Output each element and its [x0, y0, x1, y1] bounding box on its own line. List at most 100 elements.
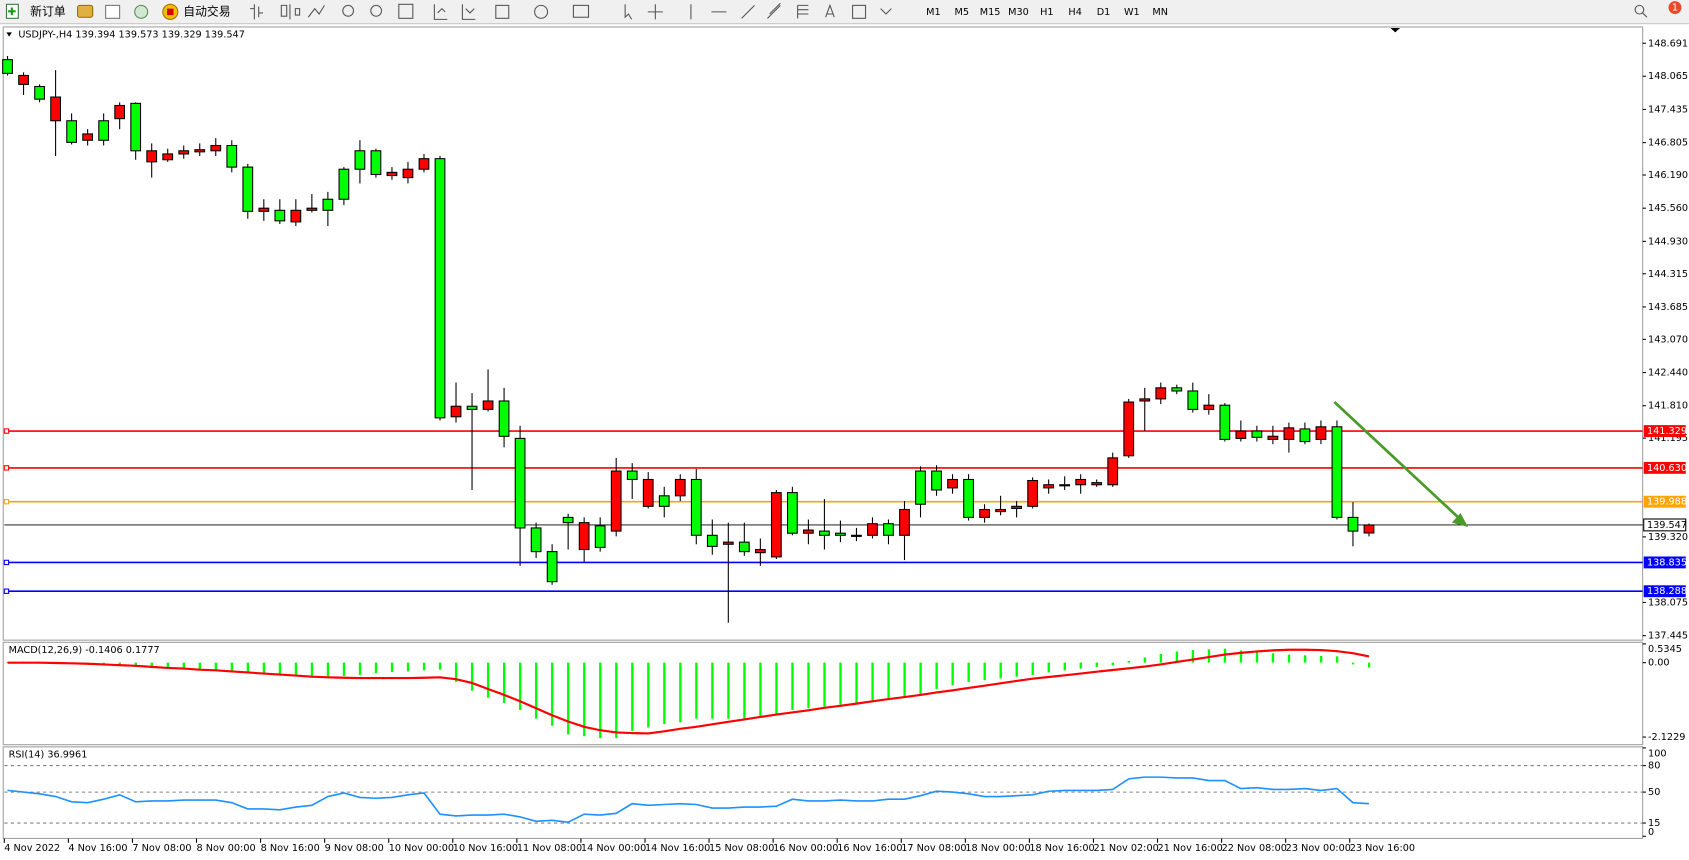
candle-body: [1043, 484, 1055, 489]
icon[interactable]: [1642, 12, 1648, 18]
x-tick-label: 8 Nov 00:00: [197, 843, 256, 854]
timeframe-button[interactable]: W1: [1124, 7, 1140, 18]
candle-body: [722, 541, 734, 545]
histogram-bar: [278, 662, 282, 675]
icon[interactable]: [398, 3, 414, 19]
y-tick-label: 100: [1648, 748, 1667, 759]
x-tick-label: 7 Nov 08:00: [132, 843, 191, 854]
icon[interactable]: [797, 4, 809, 19]
y-tick-label: 144.930: [1648, 236, 1688, 247]
icon[interactable]: [105, 4, 121, 19]
histogram-bar: [1031, 662, 1034, 675]
histogram-bar: [198, 662, 202, 671]
histogram-bar: [679, 662, 682, 723]
candle-body: [642, 478, 654, 507]
candle-body: [530, 527, 542, 553]
candle-body: [434, 158, 446, 419]
y-tick-label: 15: [1648, 818, 1660, 829]
histogram-bar: [1287, 654, 1291, 663]
histogram-bar: [1175, 651, 1179, 663]
candle-body: [867, 523, 878, 536]
timeframe-button[interactable]: M1: [926, 7, 941, 18]
timeframe-button[interactable]: H4: [1068, 7, 1081, 18]
histogram-bar: [535, 662, 538, 719]
timeframe-button[interactable]: MN: [1152, 7, 1168, 18]
timeframe-button[interactable]: M30: [1008, 7, 1029, 18]
histogram-bar: [887, 662, 890, 700]
x-tick-label: 22 Nov 08:00: [1222, 843, 1287, 854]
icon[interactable]: [1634, 4, 1645, 15]
icon[interactable]: [433, 4, 448, 20]
candle-body: [386, 171, 398, 177]
histogram-bar: [791, 662, 794, 710]
candle-body: [354, 150, 366, 170]
timeframe-button[interactable]: M5: [955, 7, 970, 18]
icon[interactable]: [77, 4, 94, 18]
candle-body: [594, 525, 606, 548]
candle-body: [1139, 398, 1151, 402]
histogram-bar: [166, 662, 170, 669]
trend-arrow: [1333, 400, 1469, 527]
level-label-box: [1643, 425, 1686, 437]
icon[interactable]: [690, 2, 781, 20]
candle-body: [979, 508, 990, 518]
histogram-bar: [1239, 650, 1243, 663]
candle-body: [1059, 484, 1071, 487]
x-tick-label: 4 Nov 2022: [4, 843, 60, 854]
icon[interactable]: [852, 4, 867, 19]
candle-body: [1011, 505, 1023, 509]
icon[interactable]: [280, 4, 301, 20]
timeframe-button[interactable]: H1: [1040, 7, 1053, 18]
icon[interactable]: [624, 4, 633, 20]
arrow-head: [1451, 512, 1469, 527]
icon[interactable]: [880, 8, 892, 15]
y-tick-label: 143.685: [1648, 302, 1688, 313]
histogram-bar: [1063, 662, 1066, 671]
histogram-bar: [294, 662, 298, 676]
timeframe-button[interactable]: M15: [980, 7, 1001, 18]
candle-body: [819, 530, 830, 536]
new-order-button[interactable]: 新订单: [5, 3, 66, 19]
timeframe-button[interactable]: D1: [1097, 7, 1111, 18]
histogram-bar: [711, 662, 714, 719]
y-tick-label: 141.195: [1648, 433, 1688, 444]
histogram-bar: [647, 662, 650, 728]
icon[interactable]: [342, 4, 355, 17]
icon[interactable]: [370, 4, 383, 17]
candle-body: [338, 168, 350, 200]
level-label: 141.329: [1647, 426, 1687, 437]
x-tick-label: 21 Nov 16:00: [1158, 843, 1223, 854]
rsi-title: RSI(14) 36.9961: [9, 749, 88, 760]
y-tick-label: 148.065: [1648, 71, 1688, 82]
histogram-bar: [727, 662, 730, 719]
icon[interactable]: [307, 5, 325, 18]
x-tick-label: 16 Nov 16:00: [837, 843, 902, 854]
candle-body: [947, 478, 958, 489]
histogram-bar: [1015, 662, 1018, 677]
x-tick-label: 4 Nov 16:00: [68, 843, 127, 854]
auto-trading-button[interactable]: 自动交易: [162, 3, 231, 20]
histogram-bar: [1351, 662, 1355, 665]
icon[interactable]: [134, 4, 149, 19]
level-label-box: [1643, 556, 1686, 569]
histogram-bar: [390, 662, 394, 673]
icon[interactable]: [495, 4, 510, 19]
icon[interactable]: [647, 4, 663, 20]
y-tick-label: 142.440: [1648, 368, 1688, 379]
icon[interactable]: [825, 3, 835, 18]
icon[interactable]: [572, 4, 590, 18]
histogram-bar: [951, 662, 954, 686]
notification-badge[interactable]: [1668, 1, 1682, 15]
candle-body: [915, 470, 926, 505]
y-tick-label: -2.1229: [1648, 732, 1685, 743]
icon[interactable]: [534, 4, 549, 19]
candle-body: [835, 532, 846, 536]
candle-body: [146, 150, 158, 163]
histogram-bar: [486, 662, 490, 698]
x-tick-label: 21 Nov 02:00: [1093, 843, 1158, 854]
candle-body: [274, 209, 286, 222]
icon[interactable]: [461, 4, 476, 20]
histogram-bar: [358, 662, 362, 675]
histogram-bar: [583, 662, 586, 737]
icon[interactable]: [250, 4, 263, 20]
